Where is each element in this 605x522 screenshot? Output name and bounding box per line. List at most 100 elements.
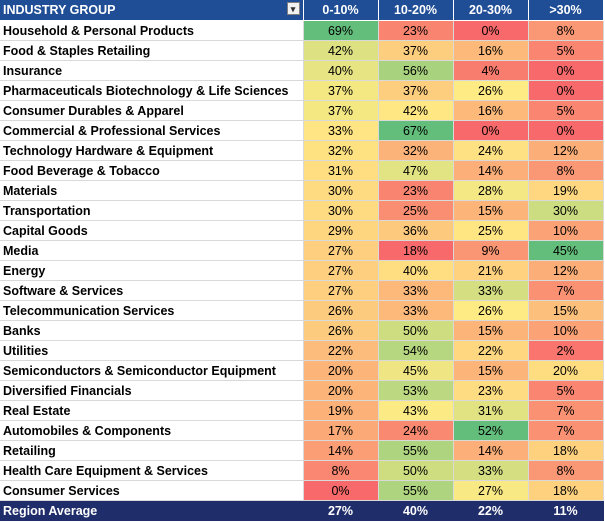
percentage-cell[interactable]: 0% [528,120,604,141]
percentage-cell[interactable]: 0% [528,80,604,101]
column-header-10-20[interactable]: 10-20% [378,0,454,21]
percentage-cell[interactable]: 31% [303,160,379,181]
percentage-cell[interactable]: 17% [303,420,379,441]
industry-name-cell[interactable]: Energy [0,260,304,281]
percentage-cell[interactable]: 40% [378,260,454,281]
percentage-cell[interactable]: 0% [453,20,529,41]
percentage-cell[interactable]: 20% [303,380,379,401]
region-average-cell[interactable]: 22% [453,500,529,521]
percentage-cell[interactable]: 26% [303,300,379,321]
column-header-0-10[interactable]: 0-10% [303,0,379,21]
column-header-industry-group[interactable]: INDUSTRY GROUP ▾ [0,0,304,21]
region-average-cell[interactable]: 11% [528,500,604,521]
percentage-cell[interactable]: 5% [528,100,604,121]
percentage-cell[interactable]: 8% [528,20,604,41]
percentage-cell[interactable]: 15% [453,320,529,341]
percentage-cell[interactable]: 30% [303,180,379,201]
percentage-cell[interactable]: 53% [378,380,454,401]
percentage-cell[interactable]: 18% [528,480,604,501]
percentage-cell[interactable]: 23% [378,180,454,201]
percentage-cell[interactable]: 20% [303,360,379,381]
percentage-cell[interactable]: 52% [453,420,529,441]
percentage-cell[interactable]: 33% [378,300,454,321]
percentage-cell[interactable]: 16% [453,100,529,121]
percentage-cell[interactable]: 42% [378,100,454,121]
percentage-cell[interactable]: 20% [528,360,604,381]
percentage-cell[interactable]: 23% [453,380,529,401]
industry-name-cell[interactable]: Diversified Financials [0,380,304,401]
percentage-cell[interactable]: 50% [378,320,454,341]
percentage-cell[interactable]: 33% [453,280,529,301]
percentage-cell[interactable]: 54% [378,340,454,361]
region-average-label[interactable]: Region Average [0,500,304,521]
percentage-cell[interactable]: 5% [528,380,604,401]
percentage-cell[interactable]: 15% [453,200,529,221]
percentage-cell[interactable]: 7% [528,400,604,421]
region-average-cell[interactable]: 40% [378,500,454,521]
percentage-cell[interactable]: 27% [303,280,379,301]
percentage-cell[interactable]: 8% [303,460,379,481]
industry-name-cell[interactable]: Technology Hardware & Equipment [0,140,304,161]
percentage-cell[interactable]: 5% [528,40,604,61]
percentage-cell[interactable]: 45% [528,240,604,261]
percentage-cell[interactable]: 33% [303,120,379,141]
percentage-cell[interactable]: 8% [528,460,604,481]
industry-name-cell[interactable]: Household & Personal Products [0,20,304,41]
percentage-cell[interactable]: 56% [378,60,454,81]
percentage-cell[interactable]: 9% [453,240,529,261]
percentage-cell[interactable]: 50% [378,460,454,481]
percentage-cell[interactable]: 15% [528,300,604,321]
percentage-cell[interactable]: 67% [378,120,454,141]
industry-name-cell[interactable]: Food Beverage & Tobacco [0,160,304,181]
percentage-cell[interactable]: 30% [303,200,379,221]
industry-name-cell[interactable]: Media [0,240,304,261]
percentage-cell[interactable]: 55% [378,440,454,461]
percentage-cell[interactable]: 22% [453,340,529,361]
percentage-cell[interactable]: 33% [453,460,529,481]
percentage-cell[interactable]: 19% [528,180,604,201]
percentage-cell[interactable]: 37% [378,80,454,101]
percentage-cell[interactable]: 14% [453,440,529,461]
percentage-cell[interactable]: 10% [528,220,604,241]
percentage-cell[interactable]: 7% [528,280,604,301]
percentage-cell[interactable]: 27% [303,240,379,261]
industry-name-cell[interactable]: Automobiles & Components [0,420,304,441]
percentage-cell[interactable]: 32% [303,140,379,161]
percentage-cell[interactable]: 33% [378,280,454,301]
percentage-cell[interactable]: 16% [453,40,529,61]
industry-name-cell[interactable]: Banks [0,320,304,341]
industry-name-cell[interactable]: Health Care Equipment & Services [0,460,304,481]
industry-name-cell[interactable]: Consumer Durables & Apparel [0,100,304,121]
industry-name-cell[interactable]: Commercial & Professional Services [0,120,304,141]
column-header-20-30[interactable]: 20-30% [453,0,529,21]
percentage-cell[interactable]: 26% [453,300,529,321]
percentage-cell[interactable]: 69% [303,20,379,41]
percentage-cell[interactable]: 15% [453,360,529,381]
percentage-cell[interactable]: 28% [453,180,529,201]
percentage-cell[interactable]: 12% [528,140,604,161]
percentage-cell[interactable]: 32% [378,140,454,161]
industry-name-cell[interactable]: Real Estate [0,400,304,421]
percentage-cell[interactable]: 43% [378,400,454,421]
percentage-cell[interactable]: 31% [453,400,529,421]
column-header-over-30[interactable]: >30% [528,0,604,21]
percentage-cell[interactable]: 4% [453,60,529,81]
percentage-cell[interactable]: 14% [303,440,379,461]
region-average-cell[interactable]: 27% [303,500,379,521]
percentage-cell[interactable]: 42% [303,40,379,61]
percentage-cell[interactable]: 37% [303,80,379,101]
percentage-cell[interactable]: 10% [528,320,604,341]
industry-name-cell[interactable]: Transportation [0,200,304,221]
percentage-cell[interactable]: 36% [378,220,454,241]
industry-name-cell[interactable]: Insurance [0,60,304,81]
industry-name-cell[interactable]: Consumer Services [0,480,304,501]
industry-name-cell[interactable]: Food & Staples Retailing [0,40,304,61]
percentage-cell[interactable]: 40% [303,60,379,81]
percentage-cell[interactable]: 27% [303,260,379,281]
percentage-cell[interactable]: 26% [303,320,379,341]
percentage-cell[interactable]: 0% [303,480,379,501]
percentage-cell[interactable]: 8% [528,160,604,181]
percentage-cell[interactable]: 0% [453,120,529,141]
percentage-cell[interactable]: 37% [303,100,379,121]
industry-name-cell[interactable]: Capital Goods [0,220,304,241]
